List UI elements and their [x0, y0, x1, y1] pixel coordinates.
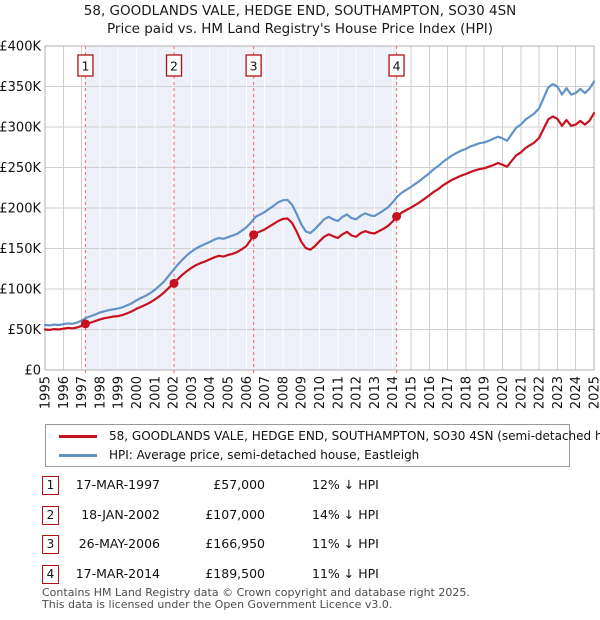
sale-marker — [169, 278, 179, 288]
x-tick-label: 2025 — [588, 376, 600, 409]
y-tick-label: £100K — [0, 283, 41, 298]
x-tick-label: 1996 — [57, 376, 72, 409]
footer: Contains HM Land Registry data © Crown c… — [42, 587, 470, 610]
x-tick-label: 1995 — [39, 376, 54, 409]
x-tick-label: 2000 — [130, 376, 145, 409]
sales-table: 1 17-MAR-1997 £57,000 12% ↓ HPI 2 18-JAN-2002… — [42, 474, 562, 592]
sale-row-1: 1 17-MAR-1997 £57,000 12% ↓ HPI — [42, 474, 562, 504]
y-tick-label: £200K — [0, 202, 41, 217]
y-tick-label: £150K — [0, 242, 41, 257]
x-tick-label: 2001 — [148, 376, 163, 409]
x-tick-label: 2022 — [533, 376, 548, 409]
y-tick-label: £350K — [0, 80, 41, 95]
sale-flag-box — [245, 54, 262, 77]
footer-copyright: Contains HM Land Registry data © Crown c… — [42, 586, 470, 599]
x-tick-label: 2002 — [167, 376, 182, 409]
price-chart: £0 £50K £100K £150K £200K £250K £300K £350K £400… — [0, 40, 600, 410]
footer-licence: This data is licensed under the Open Gov… — [42, 597, 393, 611]
y-tick-label: £400K — [0, 40, 41, 55]
hpi-line — [43, 80, 596, 327]
sale-flag-box — [165, 54, 183, 77]
sale-flag-number: 2 — [170, 59, 178, 74]
legend-row-price: 58, GOODLANDS VALE, HEDGE END, SOUTHAMPT… — [46, 428, 600, 444]
sale-hpi-diff: 11% ↓ HPI — [312, 565, 379, 581]
y-tick-label: £300K — [0, 121, 41, 136]
legend-label-hpi: HPI: Average price, semi-detached house,… — [109, 448, 420, 462]
x-tick-label: 2003 — [185, 376, 200, 409]
sale-marker — [392, 212, 402, 222]
y-tick-label: £50K — [8, 323, 42, 338]
x-tick-label: 2018 — [459, 376, 474, 409]
sale-date: 18-JAN-2002 — [81, 506, 160, 522]
sale-hpi-diff: 12% ↓ HPI — [312, 477, 379, 492]
x-tick-label: 2007 — [258, 376, 273, 409]
x-tick-label: 2008 — [276, 376, 291, 409]
x-tick-label: 2016 — [423, 376, 438, 409]
sale-number-badge: 4 — [42, 564, 59, 584]
x-tick-label: 2015 — [405, 376, 420, 409]
page-title: 58, GOODLANDS VALE, HEDGE END, SOUTHAMPT… — [83, 3, 517, 19]
sale-number-badge: 1 — [42, 476, 59, 495]
hpi-line-swatch — [59, 453, 97, 457]
x-tick-label: 2004 — [203, 376, 218, 409]
sale-price: £166,950 — [205, 536, 265, 551]
sale-date: 26-MAY-2006 — [78, 536, 160, 551]
sale-number-badge: 2 — [42, 505, 59, 525]
x-tick-label: 2010 — [313, 376, 328, 409]
x-tick-label: 2006 — [240, 376, 255, 409]
legend: 58, GOODLANDS VALE, HEDGE END, SOUTHAMPT… — [45, 424, 600, 467]
sale-flag-number: 1 — [81, 59, 89, 74]
x-tick-label: 2012 — [350, 376, 365, 409]
x-tick-label: 2009 — [295, 376, 310, 409]
x-tick-label: 1999 — [112, 376, 127, 409]
chart-frame — [44, 45, 595, 371]
x-tick-label: 1997 — [75, 376, 90, 409]
sale-flag-box — [388, 54, 405, 77]
sale-flag-number: 4 — [393, 59, 401, 74]
sale-date: 17-MAR-2014 — [75, 565, 160, 581]
sale-price: £189,500 — [205, 565, 265, 581]
sale-hpi-diff: 14% ↓ HPI — [312, 506, 379, 522]
price-paid-line — [43, 112, 596, 331]
x-tick-label: 2011 — [331, 376, 346, 409]
x-tick-label: 2020 — [496, 376, 511, 409]
sale-row-2: 2 18-JAN-2002 £107,000 14% ↓ HPI — [42, 504, 562, 534]
legend-row-hpi: HPI: Average price, semi-detached house,… — [46, 447, 569, 463]
sale-price: £57,000 — [213, 477, 265, 492]
x-tick-label: 2019 — [478, 376, 493, 409]
legend-label-price: 58, GOODLANDS VALE, HEDGE END, SOUTHAMPT… — [109, 429, 600, 443]
sale-hpi-diff: 11% ↓ HPI — [312, 536, 379, 551]
sale-marker — [249, 230, 259, 240]
x-tick-label: 2024 — [569, 376, 584, 409]
sale-date: 17-MAR-1997 — [75, 477, 160, 492]
sale-number-badge: 3 — [42, 535, 59, 554]
sale-flag-number: 3 — [250, 59, 258, 74]
x-tick-label: 2021 — [514, 376, 529, 409]
price-line-swatch — [59, 434, 97, 438]
x-tick-label: 2013 — [368, 376, 383, 409]
sale-price: £107,000 — [205, 506, 265, 522]
sale-marker — [80, 319, 90, 329]
x-tick-label: 2005 — [222, 376, 237, 409]
sale-row-3: 3 26-MAY-2006 £166,950 11% ↓ HPI — [42, 533, 562, 563]
y-tick-label: £0 — [24, 364, 41, 379]
x-tick-label: 2014 — [386, 376, 401, 409]
x-tick-label: 2023 — [551, 376, 566, 409]
x-tick-label: 2017 — [441, 376, 456, 409]
x-tick-label: 1998 — [93, 376, 108, 409]
page-subtitle: Price paid vs. HM Land Registry's House … — [107, 21, 493, 37]
sale-flag-box — [77, 54, 94, 77]
sale-row-4: 4 17-MAR-2014 £189,500 11% ↓ HPI — [42, 563, 562, 593]
y-tick-label: £250K — [0, 161, 41, 176]
